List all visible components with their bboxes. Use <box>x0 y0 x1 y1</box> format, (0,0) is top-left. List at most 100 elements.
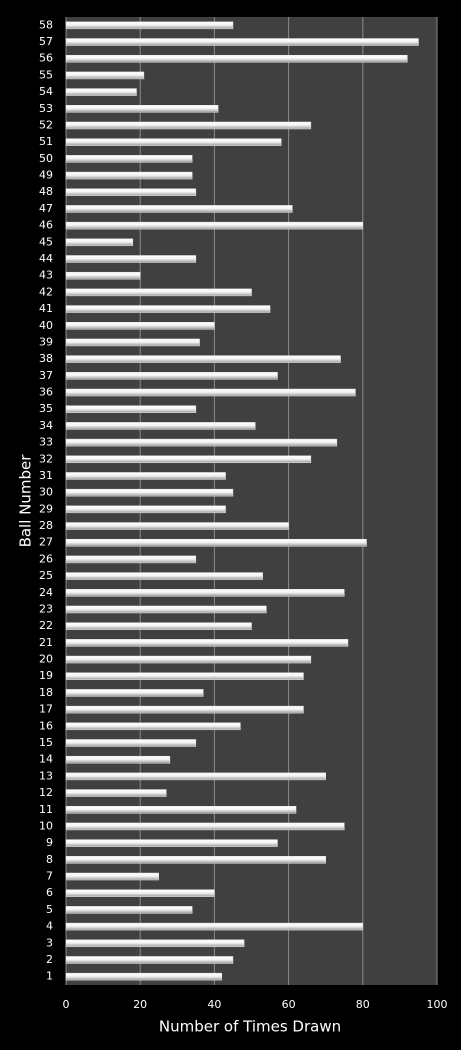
bar <box>65 121 312 130</box>
bar <box>65 271 141 280</box>
y-tick-label: 47 <box>39 202 53 215</box>
y-tick-label: 12 <box>39 786 53 799</box>
y-tick-label: 43 <box>39 269 53 282</box>
y-tick-label: 42 <box>39 285 53 298</box>
bar <box>65 188 197 196</box>
y-tick-label: 25 <box>39 569 53 582</box>
y-tick-label: 17 <box>39 703 53 716</box>
bar <box>65 455 312 464</box>
y-tick-label: 5 <box>46 903 53 916</box>
y-tick-label: 29 <box>39 502 53 515</box>
bar <box>65 856 326 864</box>
bar <box>65 522 289 530</box>
bar <box>65 255 197 263</box>
bar <box>65 54 408 63</box>
bar <box>65 405 197 413</box>
bar <box>65 922 364 931</box>
x-axis-title: Number of Times Drawn <box>159 1018 341 1036</box>
y-tick-label: 50 <box>39 152 53 165</box>
y-tick-label: 11 <box>39 803 53 816</box>
y-tick-label: 37 <box>39 369 53 382</box>
x-tick-label: 0 <box>63 998 70 1011</box>
bar <box>65 105 219 113</box>
bar <box>65 906 193 914</box>
y-tick-label: 2 <box>46 953 53 966</box>
y-tick-label: 24 <box>39 586 53 599</box>
bar <box>65 639 349 647</box>
y-tick-label: 27 <box>39 536 53 549</box>
y-tick-label: 26 <box>39 552 53 565</box>
bar <box>65 138 282 146</box>
y-tick-label: 35 <box>39 402 53 415</box>
y-tick-label: 20 <box>39 653 53 666</box>
y-tick-label: 13 <box>39 769 53 782</box>
y-tick-label: 7 <box>46 870 53 883</box>
y-tick-label: 56 <box>39 52 53 65</box>
y-tick-label: 4 <box>46 920 53 933</box>
y-tick-label: 45 <box>39 235 53 248</box>
bar <box>65 205 293 213</box>
bar <box>65 705 304 714</box>
bar <box>65 589 345 597</box>
bar <box>65 238 134 247</box>
bar <box>65 221 364 230</box>
bar <box>65 889 215 897</box>
bar <box>65 689 204 697</box>
y-tick-label: 32 <box>39 452 53 465</box>
x-tick-label: 20 <box>133 998 147 1011</box>
bar <box>65 722 241 731</box>
y-tick-label: 40 <box>39 319 53 332</box>
y-tick-label: 19 <box>39 669 53 682</box>
y-tick-label: 39 <box>39 335 53 348</box>
y-tick-label: 30 <box>39 486 53 499</box>
x-tick-label: 100 <box>427 998 448 1011</box>
bar <box>65 755 171 764</box>
y-tick-label: 23 <box>39 602 53 615</box>
y-tick-label: 8 <box>46 853 53 866</box>
bar <box>65 155 193 163</box>
y-tick-label: 51 <box>39 135 53 148</box>
bar <box>65 822 345 831</box>
y-tick-label: 1 <box>46 970 53 983</box>
y-tick-label: 33 <box>39 436 53 449</box>
x-tick-label: 60 <box>282 998 296 1011</box>
y-tick-label: 34 <box>39 419 53 432</box>
bar <box>65 605 267 614</box>
bar <box>65 555 197 564</box>
bar <box>65 739 197 747</box>
bar <box>65 972 223 981</box>
y-tick-label: 52 <box>39 118 53 131</box>
y-tick-label: 36 <box>39 386 53 399</box>
y-tick-label: 31 <box>39 469 53 482</box>
y-tick-label: 57 <box>39 35 53 48</box>
y-tick-label: 53 <box>39 102 53 115</box>
y-tick-label: 49 <box>39 169 53 182</box>
bar <box>65 422 256 430</box>
y-tick-label: 55 <box>39 68 53 81</box>
bar <box>65 288 252 297</box>
bar <box>65 372 278 380</box>
y-tick-label: 16 <box>39 719 53 732</box>
bar <box>65 789 167 797</box>
y-tick-label: 48 <box>39 185 53 198</box>
bar <box>65 872 159 881</box>
y-tick-label: 38 <box>39 352 53 365</box>
bar <box>65 956 234 964</box>
y-tick-label: 44 <box>39 252 53 265</box>
y-tick-label: 41 <box>39 302 53 315</box>
y-tick-label: 14 <box>39 753 53 766</box>
bar <box>65 839 278 847</box>
bar <box>65 488 234 497</box>
bar <box>65 655 312 664</box>
bar <box>65 505 226 514</box>
bar <box>65 438 338 447</box>
y-tick-label: 18 <box>39 686 53 699</box>
y-axis-title: Ball Number <box>17 454 35 548</box>
bar <box>65 388 356 397</box>
bar <box>65 322 215 330</box>
x-tick-label: 40 <box>207 998 221 1011</box>
y-tick-label: 9 <box>46 836 53 849</box>
y-tick-label: 46 <box>39 219 53 232</box>
bar <box>65 305 271 313</box>
